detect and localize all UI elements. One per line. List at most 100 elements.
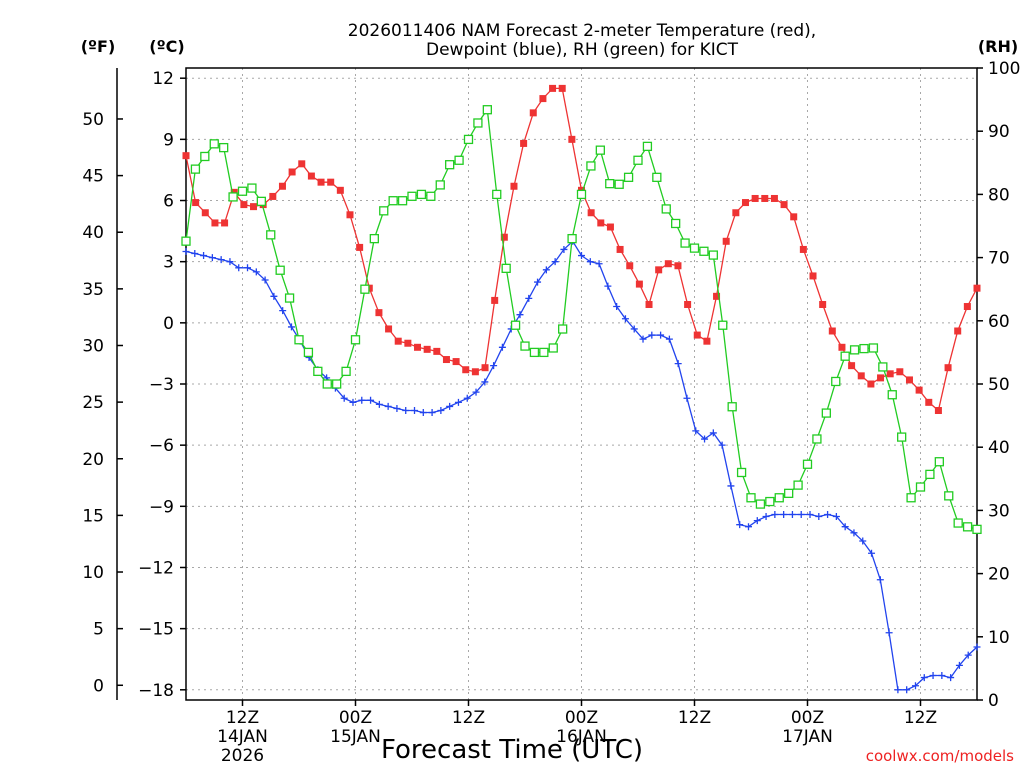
- dewpoint-point: [200, 252, 208, 260]
- temperature-point: [770, 194, 778, 202]
- rh-point: [784, 488, 794, 498]
- dewpoint-point: [701, 435, 709, 443]
- rh-point: [369, 233, 379, 244]
- time-tick-label: 15JAN: [330, 727, 381, 747]
- dewpoint-point: [472, 388, 480, 396]
- temperature-point: [693, 331, 701, 339]
- rh-point: [736, 467, 747, 478]
- dewpoint-point: [955, 661, 963, 669]
- dewpoint-point: [454, 398, 462, 406]
- temperature-point: [944, 364, 952, 372]
- dewpoint-point: [762, 513, 770, 521]
- dewpoint-point: [498, 343, 506, 351]
- dewpoint-point: [182, 247, 190, 255]
- time-tick-label: 17JAN: [782, 727, 833, 747]
- dewpoint-point: [604, 282, 612, 290]
- rh-point: [972, 524, 982, 535]
- rh-point: [906, 493, 916, 503]
- rh-point: [558, 324, 568, 334]
- temperature-point: [857, 372, 865, 380]
- chart-title-line2: Dewpoint (blue), RH (green) for KICT: [426, 40, 739, 60]
- rh-point: [765, 496, 775, 507]
- temperature-point: [375, 309, 383, 317]
- rh-point: [661, 204, 671, 214]
- dewpoint-point: [692, 427, 700, 435]
- time-tick-label: 2026: [221, 746, 264, 766]
- temperature-point: [973, 284, 981, 292]
- dewpoint-point: [551, 258, 559, 266]
- rh-line: [185, 107, 978, 531]
- temperature-point: [250, 203, 258, 211]
- dewpoint-point: [973, 643, 981, 651]
- temperature-point: [626, 262, 634, 270]
- rh-point: [332, 379, 342, 389]
- dewpoint-point: [270, 292, 278, 300]
- axes: [116, 67, 983, 706]
- temperature-point: [356, 243, 364, 251]
- rh-point: [962, 522, 973, 532]
- celsius-tick-label: 12: [152, 69, 174, 89]
- rh-point: [915, 482, 926, 492]
- rh-point: [416, 189, 427, 200]
- dewpoint-point: [235, 264, 243, 272]
- dewpoint-point: [428, 409, 436, 417]
- temperature-point: [819, 300, 827, 308]
- temperature-point: [838, 343, 846, 351]
- dewpoint-point: [683, 394, 691, 402]
- dewpoint-point: [393, 404, 401, 412]
- fahrenheit-tick-label: 15: [82, 506, 104, 526]
- temperature-point: [780, 201, 788, 209]
- dewpoint-point: [375, 400, 383, 408]
- temperature-point: [414, 343, 422, 351]
- time-tick-label: 16JAN: [556, 727, 607, 747]
- rh-point: [793, 480, 803, 490]
- dewpoint-point: [411, 407, 419, 415]
- rh-point: [953, 518, 963, 528]
- temperature-point: [568, 135, 576, 143]
- dewpoint-point: [244, 264, 252, 272]
- rh-point: [256, 196, 266, 207]
- rh-tick-label: 10: [988, 628, 1010, 648]
- rh-point: [868, 343, 879, 353]
- rh-point: [284, 293, 295, 303]
- dewpoint-point: [578, 252, 585, 260]
- dewpoint-point: [217, 256, 225, 264]
- fahrenheit-tick-label: 0: [93, 676, 104, 696]
- temperature-point: [336, 186, 344, 194]
- time-tick-label: 00Z: [565, 708, 598, 728]
- rh-tick-label: 40: [988, 438, 1010, 458]
- temperature-point: [192, 199, 200, 207]
- temperature-point: [761, 194, 769, 202]
- temperature-point: [867, 380, 875, 388]
- rh-point: [341, 366, 351, 377]
- dewpoint-point: [586, 258, 594, 266]
- rh-point: [492, 189, 502, 200]
- rh-point: [426, 191, 436, 201]
- temperature-point: [481, 364, 489, 372]
- temperature-point: [317, 178, 325, 186]
- dewpoint-point: [463, 394, 471, 402]
- dewpoint-point: [560, 245, 568, 253]
- dewpoint-point: [516, 311, 524, 319]
- rh-point: [755, 499, 766, 509]
- temperature-point: [809, 272, 817, 280]
- temperature-point: [394, 337, 402, 345]
- dewpoint-point: [947, 674, 955, 682]
- credit-text: coolwx.com/models: [866, 747, 1014, 765]
- dewpoint-point: [674, 360, 682, 368]
- dewpoint-point: [718, 441, 726, 449]
- dewpoint-point: [903, 686, 911, 694]
- dewpoint-point: [419, 409, 427, 417]
- dewpoint-point: [630, 325, 638, 333]
- dewpoint-point: [885, 629, 893, 637]
- celsius-tick-label: −15: [138, 620, 174, 640]
- rh-point: [350, 335, 361, 345]
- dewpoint-point: [208, 254, 216, 262]
- temperature-point: [500, 233, 508, 241]
- temperature-point: [886, 370, 894, 378]
- temperature-point: [954, 327, 962, 335]
- rh-point: [897, 432, 907, 442]
- rh-tick-label: 70: [988, 249, 1010, 269]
- temperature-point: [423, 345, 431, 353]
